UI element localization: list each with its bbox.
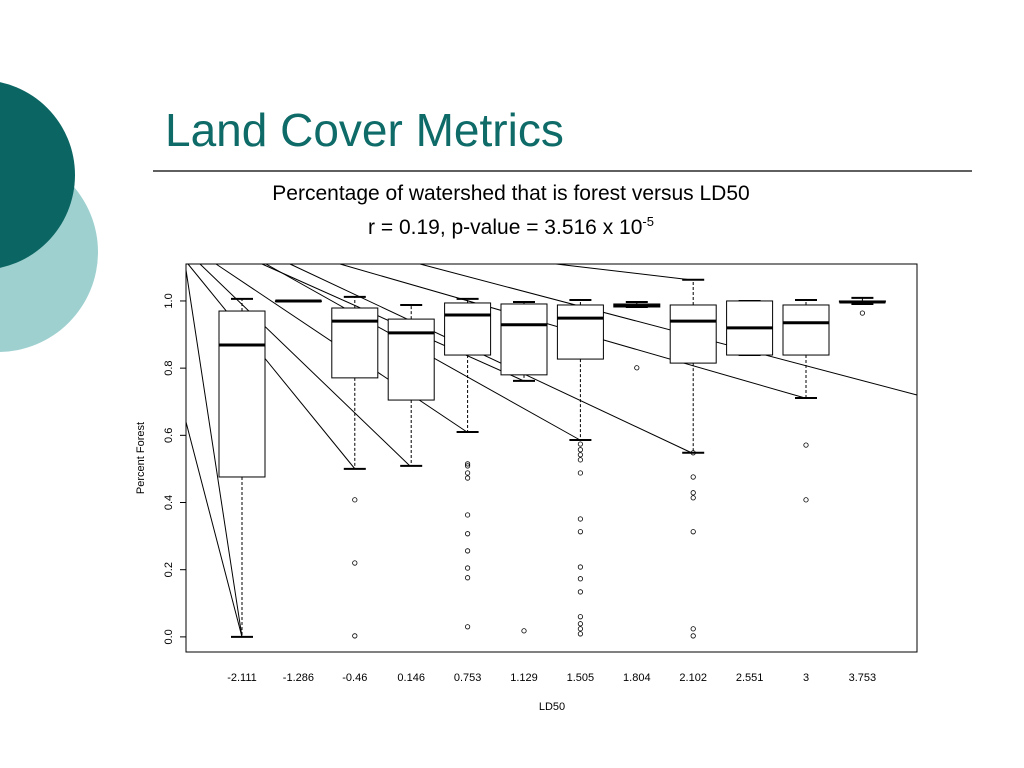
outlier	[577, 576, 584, 582]
outlier	[577, 564, 584, 570]
outlier	[577, 457, 584, 463]
outlier	[577, 589, 584, 595]
x-tick-label: 2.551	[736, 672, 764, 684]
outlier	[577, 626, 584, 632]
decor-circle	[0, 82, 75, 268]
chart-subtitle: r = 0.19, p-value = 3.516 x 10-5	[368, 214, 654, 239]
x-tick-label: 0.753	[454, 672, 482, 684]
x-tick-label: 2.102	[679, 672, 707, 684]
x-tick-label: 0.146	[397, 672, 425, 684]
outlier	[690, 474, 696, 480]
x-tick-label: -0.46	[342, 672, 367, 684]
x-tick-label: 1.129	[510, 672, 538, 684]
outlier	[690, 529, 696, 535]
box	[556, 304, 604, 360]
box	[218, 310, 266, 478]
x-tick-label: 3.753	[849, 672, 877, 684]
outlier	[352, 497, 358, 503]
slide-title: Land Cover Metrics	[165, 104, 564, 156]
outlier	[577, 441, 584, 447]
x-tick-label: 1.804	[623, 672, 651, 684]
y-tick-label: 0.8	[163, 360, 175, 375]
outlier	[634, 365, 640, 371]
outlier	[803, 442, 809, 448]
x-tick-label: 1.505	[567, 672, 595, 684]
outlier	[464, 575, 471, 581]
y-tick-label: 0.2	[163, 562, 175, 577]
outlier	[577, 516, 584, 522]
box	[500, 303, 548, 376]
outlier	[464, 548, 471, 554]
box	[387, 318, 435, 401]
outlier	[352, 633, 358, 639]
outlier	[577, 614, 584, 620]
subtitle-superscript: -5	[642, 214, 654, 229]
outlier	[577, 447, 584, 453]
outlier	[577, 452, 584, 458]
y-tick-label: 0.4	[163, 495, 175, 510]
subtitle-text: r = 0.19, p-value = 3.516 x 10	[368, 216, 642, 239]
outlier	[577, 621, 584, 627]
outlier	[577, 631, 584, 637]
x-tick-label: -1.286	[283, 672, 314, 684]
outlier	[464, 475, 471, 481]
y-tick-label: 0.0	[163, 629, 175, 644]
outlier	[521, 628, 527, 634]
y-tick-label: 1.0	[163, 293, 175, 308]
chart-title: Percentage of watershed that is forest v…	[272, 182, 749, 205]
box	[444, 302, 492, 356]
outlier	[464, 624, 471, 630]
outlier	[464, 531, 471, 537]
outlier	[859, 310, 866, 316]
outlier	[577, 470, 584, 476]
outlier	[690, 495, 696, 501]
outlier	[803, 497, 809, 503]
box	[331, 307, 379, 379]
outlier	[464, 463, 471, 469]
x-axis-label: LD50	[539, 701, 565, 713]
y-tick-label: 0.6	[163, 428, 175, 443]
outlier	[352, 560, 358, 566]
outlier	[464, 512, 471, 518]
outlier	[690, 626, 696, 632]
y-axis-label: Percent Forest	[135, 422, 147, 494]
outlier	[690, 450, 696, 456]
box	[782, 304, 830, 356]
outlier	[464, 461, 471, 467]
box	[669, 304, 717, 364]
outlier	[690, 633, 696, 639]
outlier	[690, 490, 696, 496]
x-tick-label: 3	[803, 672, 809, 684]
outlier	[464, 470, 471, 476]
outlier	[464, 565, 471, 571]
x-tick-label: -2.111	[227, 672, 257, 684]
outlier	[577, 529, 584, 535]
